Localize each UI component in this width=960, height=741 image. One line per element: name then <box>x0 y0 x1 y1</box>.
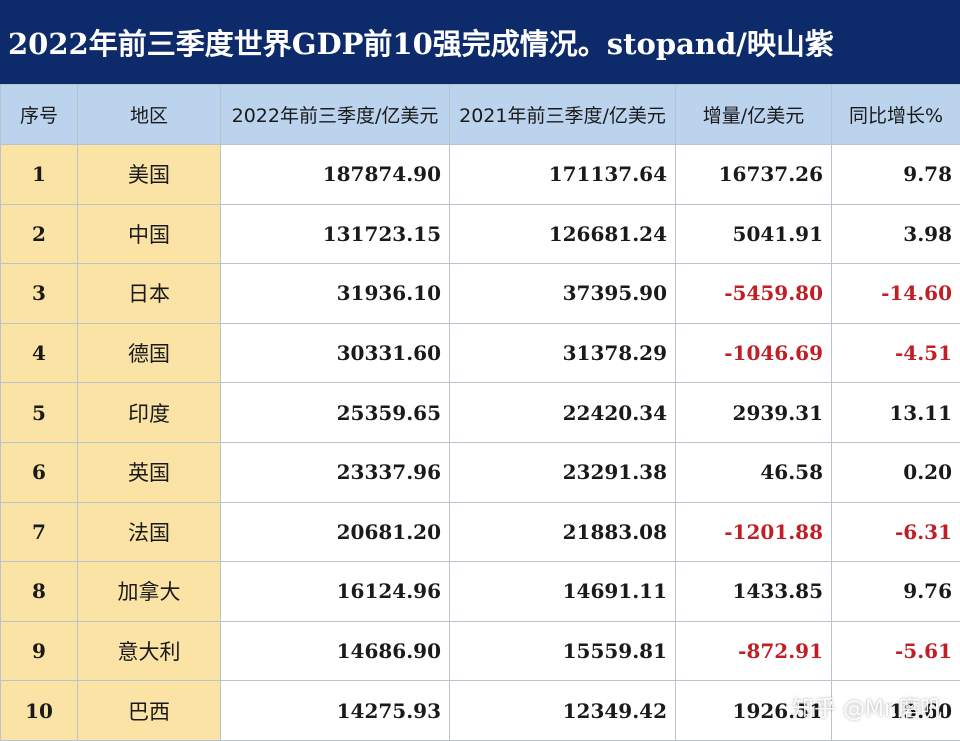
table-row: 1 美国 187874.90 171137.64 16737.26 9.78 <box>0 144 960 205</box>
region-cell: 意大利 <box>77 620 221 682</box>
gdp-2021-cell: 126681.24 <box>449 203 676 265</box>
table-row: 4 德国 30331.60 31378.29 -1046.69 -4.51 <box>0 322 960 384</box>
increase-cell: -5459.80 <box>675 263 832 324</box>
column-header: 增量/亿美元 <box>675 84 832 145</box>
growth-rate-cell: 13.11 <box>831 382 960 443</box>
region-cell: 巴西 <box>77 680 221 741</box>
growth-rate-cell: 9.78 <box>831 144 960 205</box>
gdp-2021-cell: 23291.38 <box>449 441 676 503</box>
rank-cell: 5 <box>0 382 78 443</box>
gdp-2022-cell: 20681.20 <box>220 501 450 563</box>
column-header: 2021年前三季度/亿美元 <box>449 84 676 145</box>
gdp-table: 序号 地区 2022年前三季度/亿美元 2021年前三季度/亿美元 增量/亿美元… <box>0 84 960 741</box>
table-row: 8 加拿大 16124.96 14691.11 1433.85 9.76 <box>0 561 960 622</box>
rank-cell: 1 <box>0 144 78 205</box>
column-header: 地区 <box>77 84 221 145</box>
column-header: 序号 <box>0 84 78 145</box>
gdp-2021-cell: 22420.34 <box>449 382 676 443</box>
rank-cell: 2 <box>0 203 78 265</box>
region-cell: 英国 <box>77 441 221 503</box>
increase-cell: 16737.26 <box>675 144 832 205</box>
increase-cell: 1433.85 <box>675 561 832 622</box>
rank-cell: 6 <box>0 441 78 503</box>
increase-cell: -1046.69 <box>675 322 832 384</box>
region-cell: 美国 <box>77 144 221 205</box>
table-row: 2 中国 131723.15 126681.24 5041.91 3.98 <box>0 203 960 265</box>
table-row: 9 意大利 14686.90 15559.81 -872.91 -5.61 <box>0 620 960 682</box>
column-header: 2022年前三季度/亿美元 <box>220 84 450 145</box>
gdp-2021-cell: 12349.42 <box>449 680 676 741</box>
column-header: 同比增长% <box>831 84 960 145</box>
gdp-2021-cell: 21883.08 <box>449 501 676 563</box>
gdp-2021-cell: 171137.64 <box>449 144 676 205</box>
table-row: 10 巴西 14275.93 12349.42 1926.51 15.60 <box>0 680 960 741</box>
growth-rate-cell: 9.76 <box>831 561 960 622</box>
gdp-2022-cell: 187874.90 <box>220 144 450 205</box>
region-cell: 日本 <box>77 263 221 324</box>
gdp-2021-cell: 31378.29 <box>449 322 676 384</box>
growth-rate-cell: 3.98 <box>831 203 960 265</box>
gdp-2022-cell: 30331.60 <box>220 322 450 384</box>
rank-cell: 7 <box>0 501 78 563</box>
gdp-2021-cell: 37395.90 <box>449 263 676 324</box>
rank-cell: 4 <box>0 322 78 384</box>
gdp-2022-cell: 23337.96 <box>220 441 450 503</box>
rank-cell: 8 <box>0 561 78 622</box>
growth-rate-cell: -14.60 <box>831 263 960 324</box>
growth-rate-cell: -4.51 <box>831 322 960 384</box>
page-title: 2022年前三季度世界GDP前10强完成情况。stopand/映山紫 <box>0 0 960 84</box>
increase-cell: -872.91 <box>675 620 832 682</box>
rank-cell: 9 <box>0 620 78 682</box>
table-row: 5 印度 25359.65 22420.34 2939.31 13.11 <box>0 382 960 443</box>
increase-cell: -1201.88 <box>675 501 832 563</box>
growth-rate-cell: -5.61 <box>831 620 960 682</box>
gdp-2021-cell: 14691.11 <box>449 561 676 622</box>
gdp-2022-cell: 25359.65 <box>220 382 450 443</box>
gdp-2022-cell: 131723.15 <box>220 203 450 265</box>
gdp-2022-cell: 14275.93 <box>220 680 450 741</box>
increase-cell: 2939.31 <box>675 382 832 443</box>
gdp-2022-cell: 14686.90 <box>220 620 450 682</box>
region-cell: 中国 <box>77 203 221 265</box>
region-cell: 加拿大 <box>77 561 221 622</box>
table-row: 6 英国 23337.96 23291.38 46.58 0.20 <box>0 441 960 503</box>
region-cell: 法国 <box>77 501 221 563</box>
rank-cell: 3 <box>0 263 78 324</box>
gdp-2022-cell: 16124.96 <box>220 561 450 622</box>
gdp-2021-cell: 15559.81 <box>449 620 676 682</box>
increase-cell: 46.58 <box>675 441 832 503</box>
table-row: 7 法国 20681.20 21883.08 -1201.88 -6.31 <box>0 501 960 563</box>
growth-rate-cell: 0.20 <box>831 441 960 503</box>
table-header-row: 序号 地区 2022年前三季度/亿美元 2021年前三季度/亿美元 增量/亿美元… <box>0 84 960 145</box>
increase-cell: 1926.51 <box>675 680 832 741</box>
gdp-2022-cell: 31936.10 <box>220 263 450 324</box>
increase-cell: 5041.91 <box>675 203 832 265</box>
growth-rate-cell: 15.60 <box>831 680 960 741</box>
rank-cell: 10 <box>0 680 78 741</box>
table-row: 3 日本 31936.10 37395.90 -5459.80 -14.60 <box>0 263 960 324</box>
growth-rate-cell: -6.31 <box>831 501 960 563</box>
region-cell: 印度 <box>77 382 221 443</box>
region-cell: 德国 <box>77 322 221 384</box>
